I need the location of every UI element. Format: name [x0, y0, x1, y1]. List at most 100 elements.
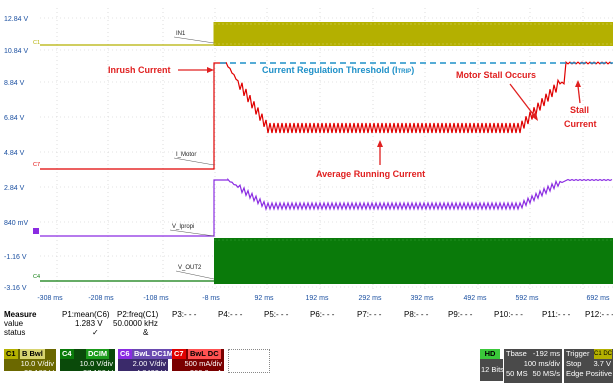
measure-p4-header[interactable]: P4:- - - [218, 310, 243, 319]
c6-trace [40, 177, 613, 237]
measure-p2-value: 50.0000 kHz [113, 319, 158, 328]
c6-tag: C6 [118, 349, 132, 359]
c7-marker: C7 [33, 162, 40, 168]
c1-offset: -30.180 V [21, 368, 54, 377]
empty-channel-slot[interactable] [228, 349, 270, 373]
imotor-label: I_Motor [176, 152, 196, 158]
inrush-annotation: Inrush Current [108, 65, 171, 75]
time-label: -108 ms [143, 295, 169, 302]
measure-p6-header[interactable]: P6:- - - [310, 310, 335, 319]
channel-box-c7[interactable]: C7 BwL DC 500 mA/div -260.0 mA [172, 349, 224, 377]
time-label: 192 ms [306, 295, 329, 302]
channel-box-c4[interactable]: C4 DCIM 10.0 V/div -37.150 V [60, 349, 115, 377]
stall-annotation-line2: Current [564, 119, 597, 129]
c7-tag: C7 [172, 349, 186, 359]
measure-p9-header[interactable]: P9:- - - [448, 310, 473, 319]
threshold-annotation: Current Regulation Threshold (ITRIP) [262, 65, 414, 75]
vout2-label: V_OUT2 [178, 265, 202, 271]
tbase-label: Tbase [506, 349, 527, 358]
c6-flags: BwL DC1M [132, 349, 176, 359]
measure-p5-header[interactable]: P5:- - - [264, 310, 289, 319]
bits-label: 12 Bits [480, 359, 504, 381]
c1-tag: C1 [4, 349, 18, 359]
time-label: 692 ms [587, 295, 610, 302]
y-level-label: 840 mV [4, 220, 28, 227]
tbase-rate: 50 MS/s [532, 369, 560, 378]
measure-p8-header[interactable]: P8:- - - [404, 310, 429, 319]
vipropi-label: V_Ipropi [172, 224, 194, 230]
measure-p3-header[interactable]: P3:- - - [172, 310, 197, 319]
c6-marker [33, 228, 39, 234]
time-label: 92 ms [254, 295, 274, 302]
average-current-annotation: Average Running Current [316, 169, 425, 179]
channel-box-c1[interactable]: C1 B Bwl 10.0 V/div -30.180 V [4, 349, 56, 377]
trigger-label: Trigger [566, 349, 590, 358]
timebase-panel[interactable]: HD 12 Bits Tbase -192 ms 100 ms/div 50 M… [480, 349, 613, 383]
c7-flags: BwL DC [188, 349, 221, 359]
y-level-label: -1.16 V [4, 254, 27, 261]
y-level-label: 10.84 V [4, 48, 28, 55]
tbase-per-div: 100 ms/div [523, 359, 560, 368]
tbase-samples: 50 MS [506, 369, 528, 378]
y-level-label: 2.84 V [4, 185, 25, 192]
hd-badge: HD [480, 349, 500, 359]
time-axis-labels: -308 ms -208 ms -108 ms -8 ms 92 ms 192 … [37, 295, 610, 302]
time-label: 392 ms [411, 295, 434, 302]
measure-p11-header[interactable]: P11:- - - [542, 310, 571, 319]
measure-value-label: value [4, 319, 24, 328]
c4-per-div: 10.0 V/div [79, 359, 113, 368]
y-level-label: 6.84 V [4, 115, 25, 122]
trigger-level: 3.7 V [593, 359, 611, 368]
measure-p1-header[interactable]: P1:mean(C6) [62, 310, 110, 319]
measure-p2-header[interactable]: P2:freq(C1) [117, 310, 159, 319]
c4-trace [40, 238, 613, 284]
measure-p2-status: & [143, 328, 149, 337]
time-label: 292 ms [359, 295, 382, 302]
annotations: Inrush Current Current Regulation Thresh… [108, 65, 597, 179]
tbase-box: Tbase -192 ms 100 ms/div 50 MS 50 MS/s [504, 349, 562, 383]
c1-flags: B Bwl [20, 349, 45, 359]
motor-stall-annotation: Motor Stall Occurs [456, 70, 536, 80]
c7-per-div: 500 mA/div [184, 359, 222, 368]
y-axis-labels: 12.84 V 10.84 V 8.84 V 6.84 V 4.84 V 2.8… [4, 16, 28, 292]
y-level-label: 8.84 V [4, 80, 25, 87]
measure-p12-header[interactable]: P12:- - - [585, 310, 613, 319]
y-level-label: 4.84 V [4, 150, 25, 157]
measure-p7-header[interactable]: P7:- - - [357, 310, 382, 319]
time-label: 492 ms [464, 295, 487, 302]
time-label: -8 ms [202, 295, 220, 302]
c1-marker: C1 [33, 40, 40, 46]
trigger-slope: Positive [585, 369, 612, 378]
c6-per-div: 2.00 V/div [132, 359, 166, 368]
trigger-box: Trigger C1 DC Stop 3.7 V Edge Positive [564, 349, 613, 383]
trigger-type: Edge [566, 369, 584, 378]
measure-p10-header[interactable]: P10:- - - [494, 310, 523, 319]
time-label: -308 ms [37, 295, 63, 302]
c1-trace [40, 22, 613, 46]
tbase-value: -192 ms [532, 349, 560, 358]
c6-offset: -4.8400 V [133, 368, 166, 377]
measure-header: Measure [4, 310, 37, 319]
c7-offset: -260.0 mA [187, 368, 222, 377]
channel-markers: C1 C7 C4 [33, 40, 40, 280]
c4-offset: -37.150 V [80, 368, 113, 377]
measure-p1-status: ✓ [92, 328, 99, 337]
in1-label: IN1 [176, 31, 186, 37]
trigger-mode: Stop [566, 359, 582, 368]
measure-status-label: status [4, 328, 26, 337]
c7-trace [40, 61, 613, 170]
trigger-channel: C1 DC [593, 349, 612, 359]
channel-box-c6[interactable]: C6 BwL DC1M 2.00 V/div -4.8400 V [118, 349, 176, 377]
time-label: -208 ms [88, 295, 114, 302]
time-label: 592 ms [516, 295, 539, 302]
c4-flags: DCIM [86, 349, 110, 359]
measure-p1-value: 1.283 V [75, 319, 103, 328]
stall-annotation-line1: Stall [570, 105, 589, 115]
c4-marker: C4 [33, 274, 40, 280]
c4-tag: C4 [60, 349, 74, 359]
c1-per-div: 10.0 V/div [20, 359, 54, 368]
y-level-label: 12.84 V [4, 16, 28, 23]
y-level-label: -3.16 V [4, 285, 27, 292]
trace-labels: IN1 I_Motor V_Ipropi V_OUT2 [169, 31, 215, 280]
